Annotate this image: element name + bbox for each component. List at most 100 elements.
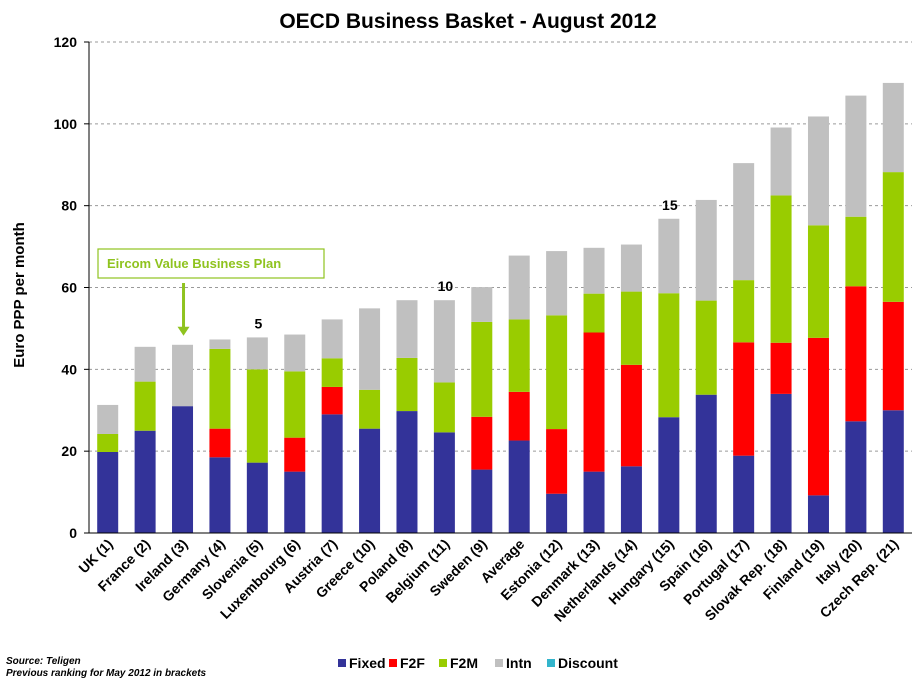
bar-segment-fixed	[433, 432, 455, 533]
bar-stack	[508, 255, 530, 533]
bar-stack	[246, 337, 268, 533]
bar-segment-intn	[695, 199, 717, 301]
bar-segment-f2m	[471, 321, 493, 417]
bar-stack	[695, 199, 717, 533]
annotation-text: Eircom Value Business Plan	[107, 256, 281, 271]
y-axis-label: Euro PPP per month	[11, 222, 28, 368]
bar-segment-f2m	[134, 381, 156, 431]
bar-segment-f2f	[733, 342, 755, 456]
bar-segment-f2f	[508, 391, 530, 441]
bar-segment-fixed	[658, 417, 680, 533]
bar-segment-fixed	[882, 410, 904, 533]
source-note: Source: Teligen Previous ranking for May…	[6, 656, 207, 679]
x-axis-ticks: UK (1)France (2)Ireland (3)Germany (4)Sl…	[75, 536, 901, 625]
bar-segment-fixed	[583, 471, 605, 533]
y-tick-label: 100	[54, 116, 78, 132]
bar-segment-f2f	[845, 286, 867, 422]
rank-marker-label: 15	[662, 197, 678, 213]
bar-stack	[134, 346, 156, 533]
bar-segment-fixed	[733, 455, 755, 533]
legend-swatch	[495, 659, 503, 667]
bar-segment-f2m	[845, 216, 867, 287]
bar-segment-f2f	[321, 386, 343, 415]
source-line-1: Source: Teligen	[6, 656, 81, 667]
annotation: Eircom Value Business Plan	[97, 248, 325, 336]
bar-stack	[97, 404, 119, 533]
bar-segment-intn	[97, 404, 119, 434]
annotation-arrow-head	[177, 326, 190, 336]
bar-segment-intn	[770, 127, 792, 196]
bar-segment-f2m	[882, 172, 904, 302]
bar-segment-f2f	[284, 437, 306, 472]
legend-label: F2F	[400, 655, 425, 671]
bar-segment-fixed	[620, 466, 642, 533]
y-tick-label: 20	[61, 443, 77, 459]
annotation-box	[97, 248, 325, 279]
bar-segment-f2m	[658, 293, 680, 418]
bar-segment-fixed	[246, 462, 268, 533]
bar-segment-f2f	[209, 428, 231, 458]
bar-segment-f2f	[471, 416, 493, 470]
legend: Fixed F2F F2M Intn Discount	[338, 655, 618, 671]
bar-segment-f2m	[209, 348, 231, 429]
bar-segment-intn	[546, 251, 568, 316]
bar-segment-f2m	[508, 319, 530, 392]
bar-stack	[658, 218, 680, 533]
bar-segment-fixed	[807, 495, 829, 533]
bar-segment-fixed	[845, 421, 867, 533]
bar-segment-intn	[359, 308, 381, 390]
bar-stack	[882, 82, 904, 533]
bar-segment-f2f	[807, 337, 829, 496]
bar-stack	[733, 163, 755, 533]
bar-stack	[471, 287, 493, 533]
legend-label: Fixed	[349, 655, 386, 671]
bar-segment-fixed	[134, 430, 156, 533]
bar-segment-f2m	[695, 300, 717, 395]
bar-segment-f2m	[733, 280, 755, 343]
bar-segment-fixed	[172, 406, 194, 533]
bar-segment-intn	[845, 95, 867, 217]
bar-segment-f2f	[882, 301, 904, 411]
y-tick-label: 60	[61, 280, 77, 296]
bar-segment-intn	[471, 287, 493, 322]
bar-segment-f2f	[620, 364, 642, 467]
source-line-2: Previous ranking for May 2012 in bracket…	[6, 668, 207, 679]
bar-stack	[321, 319, 343, 533]
legend-swatch	[389, 659, 397, 667]
bar-segment-fixed	[471, 469, 493, 533]
bar-segment-f2f	[583, 332, 605, 472]
bar-segment-intn	[807, 116, 829, 226]
bar-segment-f2m	[321, 358, 343, 387]
bar-segment-intn	[321, 319, 343, 359]
bar-stack	[583, 247, 605, 533]
bar-segment-f2m	[807, 225, 829, 338]
bar-segment-f2m	[396, 357, 418, 412]
bar-segment-f2f	[546, 429, 568, 494]
legend-item-intn: Intn	[495, 655, 532, 671]
bar-segment-fixed	[97, 451, 119, 533]
bar-stack	[396, 300, 418, 533]
bar-segment-intn	[620, 244, 642, 292]
bar-stack	[620, 244, 642, 533]
y-tick-label: 0	[69, 525, 77, 541]
bar-segment-intn	[658, 218, 680, 294]
bar-segment-f2m	[620, 291, 642, 365]
bar-segment-fixed	[546, 493, 568, 533]
bar-segment-f2m	[359, 389, 381, 429]
bar-segment-f2m	[97, 433, 119, 452]
bar-segment-fixed	[508, 440, 530, 533]
bar-segment-f2m	[284, 371, 306, 438]
annotation-arrow	[177, 283, 190, 336]
y-tick-label: 120	[54, 34, 78, 50]
bar-segment-intn	[246, 337, 268, 370]
rank-marker-label: 5	[254, 315, 262, 331]
chart-title: OECD Business Basket - August 2012	[279, 10, 656, 33]
bar-segment-f2m	[246, 369, 268, 463]
bar-segment-fixed	[321, 414, 343, 533]
bar-segment-f2m	[546, 315, 568, 430]
rank-markers: 5 10 15	[254, 197, 677, 332]
bar-segment-intn	[583, 247, 605, 294]
bar-segment-intn	[134, 346, 156, 382]
